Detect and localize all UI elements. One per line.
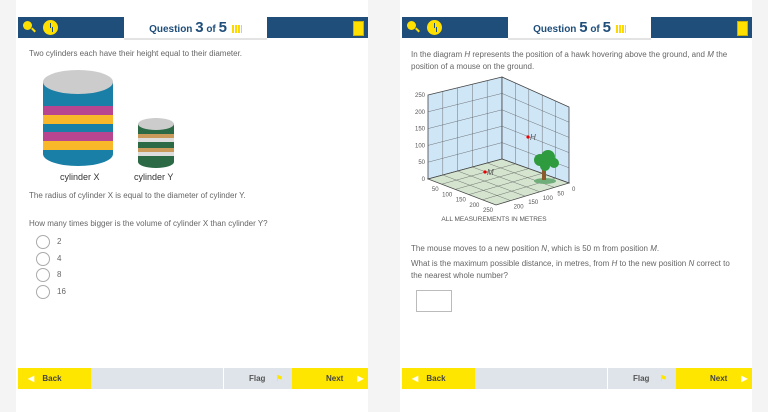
- intro-text: In the diagram H represents the position…: [411, 50, 728, 71]
- option-radio[interactable]: [36, 252, 50, 266]
- question-grid-icon[interactable]: [231, 25, 242, 34]
- back-button[interactable]: ◀ Back: [402, 368, 475, 389]
- grid-line: [501, 93, 570, 123]
- question-text: What is the maximum possible distance, i…: [411, 259, 730, 280]
- flag-icon: ⚑: [659, 374, 667, 383]
- question-counter: Question 3 of 5: [124, 17, 267, 40]
- axis-tick-label: 150: [528, 200, 539, 206]
- grid-line: [472, 166, 540, 192]
- axis-tick-label: 250: [483, 208, 494, 214]
- statement-text: The mouse moves to a new position N, whi…: [411, 244, 660, 253]
- grid-line: [427, 109, 503, 129]
- grid-line: [427, 126, 503, 146]
- axis-tick-label: 0: [572, 187, 576, 193]
- axis-tick-label: 50: [557, 191, 564, 197]
- axis-tick-label: 200: [514, 205, 525, 211]
- axis-tick-label: 0: [422, 177, 426, 183]
- axis-tick-label: 200: [415, 110, 426, 116]
- cylinder-x: [43, 82, 113, 166]
- grid-line: [468, 173, 543, 195]
- zoom-icon[interactable]: [23, 21, 32, 30]
- hawk-label: H: [530, 133, 536, 142]
- tree-icon: [534, 150, 559, 184]
- flag-button[interactable]: Flag ⚑: [607, 368, 676, 389]
- intro-text: Two cylinders each have their height equ…: [29, 49, 243, 58]
- footer-nav: ◀ Back Flag ⚑ Next ▶: [402, 368, 752, 389]
- axis-tick-label: 150: [456, 198, 467, 204]
- cylinder-y-label: cylinder Y: [134, 172, 174, 182]
- hawk-mouse-3d-diagram: H M 050100150200250501001502002502001501…: [415, 76, 576, 223]
- axis-tick-label: 200: [469, 203, 480, 209]
- axis-tick-label: 100: [415, 143, 426, 149]
- axis-tick-label: 250: [415, 93, 426, 99]
- option-radio[interactable]: [36, 268, 50, 282]
- question-grid-icon[interactable]: [615, 25, 626, 34]
- axis-tick-label: 50: [432, 187, 439, 193]
- next-button[interactable]: Next ▶: [676, 368, 752, 389]
- calculator-icon[interactable]: [737, 21, 748, 36]
- grid-line: [455, 168, 529, 190]
- mouse-label: M: [487, 168, 494, 177]
- axis-tick-label: 100: [543, 196, 554, 202]
- grid-line: [442, 174, 511, 201]
- question-counter: Question 5 of 5: [508, 17, 651, 40]
- clock-icon[interactable]: [43, 20, 58, 35]
- next-button[interactable]: Next ▶: [292, 368, 368, 389]
- header-bar: Question 5 of 5: [402, 17, 752, 40]
- clock-icon[interactable]: [427, 20, 442, 35]
- question-panel-left: Question 3 of 5 Two cylinders each have …: [16, 0, 368, 412]
- flag-icon: ⚑: [275, 374, 283, 383]
- cylinder-y: [138, 124, 174, 168]
- cylinders-illustration: [43, 70, 174, 168]
- grid-line: [457, 170, 526, 197]
- axis-tick-label: 50: [418, 160, 425, 166]
- diagram-caption: ALL MEASUREMENTS IN METRES: [441, 216, 547, 223]
- calculator-icon[interactable]: [353, 21, 364, 36]
- question-text: How many times bigger is the volume of c…: [29, 219, 268, 228]
- footer-nav: ◀ Back Flag ⚑ Next ▶: [18, 368, 368, 389]
- cylinder-x-label: cylinder X: [60, 172, 100, 182]
- header-bar: Question 3 of 5: [18, 17, 368, 40]
- statement-text: The radius of cylinder X is equal to the…: [29, 191, 246, 200]
- hawk-point: [526, 135, 530, 139]
- grid-line: [427, 142, 503, 163]
- grid-line: [501, 126, 570, 153]
- axis-tick-label: 100: [442, 192, 453, 198]
- mouse-point: [483, 170, 487, 174]
- answer-input[interactable]: [416, 290, 452, 312]
- grid-line: [501, 109, 570, 138]
- ground-floor: [426, 158, 571, 206]
- zoom-icon[interactable]: [407, 21, 416, 30]
- grid-line: [441, 163, 516, 185]
- axis-tick-label: 150: [415, 127, 426, 133]
- question-panel-right: Question 5 of 5 In the diagram H represe…: [400, 0, 752, 412]
- option-radio[interactable]: [36, 235, 50, 249]
- flag-button[interactable]: Flag ⚑: [223, 368, 292, 389]
- back-button[interactable]: ◀ Back: [18, 368, 91, 389]
- option-radio[interactable]: [36, 285, 50, 299]
- grid-line: [427, 93, 503, 112]
